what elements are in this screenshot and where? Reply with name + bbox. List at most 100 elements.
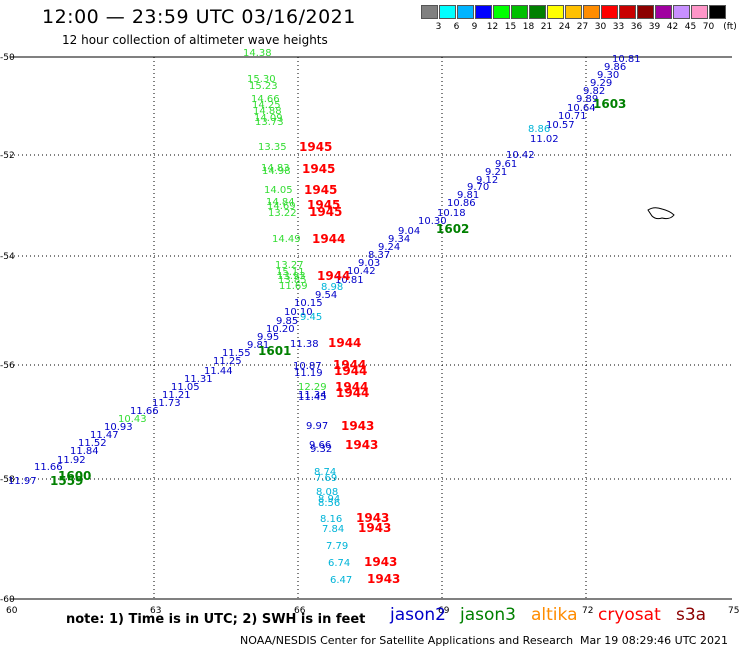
color-swatch bbox=[655, 5, 672, 19]
cryosat-time-label: 1943 bbox=[356, 511, 389, 525]
cryosat-time-label: 1943 bbox=[358, 521, 391, 535]
x-tick-label: 75 bbox=[728, 606, 739, 616]
wave-height-lightgreen: 15.30 bbox=[247, 74, 276, 85]
wave-height-jason2: 11.52 bbox=[78, 438, 107, 449]
wave-height-jason2: 10.10 bbox=[284, 307, 313, 318]
wave-height-cyan: 8.94 bbox=[318, 494, 340, 505]
color-scale-label: 70 bbox=[702, 22, 715, 32]
color-swatch bbox=[421, 5, 438, 19]
wave-height-lightgreen: 14.49 bbox=[272, 234, 301, 245]
color-scale-label: 18 bbox=[522, 22, 535, 32]
wave-height-jason2: 10.93 bbox=[104, 422, 133, 433]
wave-height-lightgreen: 12.29 bbox=[298, 382, 327, 393]
wave-height-cyan: 8.16 bbox=[320, 514, 342, 525]
wave-height-jason2: 9.81 bbox=[247, 340, 269, 351]
color-swatch bbox=[673, 5, 690, 19]
wave-height-lightgreen: 14.84 bbox=[266, 197, 295, 208]
wave-height-lightgreen: 14.05 bbox=[264, 185, 293, 196]
wave-height-jason2: 10.71 bbox=[558, 111, 587, 122]
wave-height-jason2: 11.97 bbox=[8, 476, 37, 487]
color-swatch bbox=[601, 5, 618, 19]
y-tick-label: -54 bbox=[0, 252, 15, 262]
wave-height-lightgreen: 14.98 bbox=[262, 166, 291, 177]
color-swatch bbox=[493, 5, 510, 19]
cryosat-time-label: 1945 bbox=[302, 162, 335, 176]
legend-note: note: 1) Time is in UTC; 2) SWH is in fe… bbox=[66, 612, 366, 627]
cryosat-time-label: 1943 bbox=[345, 438, 378, 452]
legend-item-jason3: jason3 bbox=[460, 605, 516, 625]
wave-height-cyan: 9.45 bbox=[300, 312, 322, 323]
cryosat-time-label: 1945 bbox=[307, 198, 340, 212]
wave-height-jason2: 10.30 bbox=[418, 216, 447, 227]
x-tick-label: 72 bbox=[582, 606, 593, 616]
wave-height-jason2: 9.61 bbox=[495, 159, 517, 170]
jason3-time-label: 1602 bbox=[436, 222, 469, 236]
wave-height-lightgreen: 13.35 bbox=[258, 142, 287, 153]
wave-height-jason2: 9.85 bbox=[276, 316, 298, 327]
page-title: 12:00 — 23:59 UTC 03/16/2021 bbox=[42, 6, 356, 28]
wave-height-cyan: 8.74 bbox=[314, 467, 336, 478]
cryosat-time-label: 1943 bbox=[364, 555, 397, 569]
wave-height-lightgreen: 11.69 bbox=[279, 281, 308, 292]
wave-height-jason2: 9.97 bbox=[306, 421, 328, 432]
color-swatch bbox=[439, 5, 456, 19]
color-scale-unit: (ft) bbox=[723, 22, 737, 32]
color-swatch bbox=[457, 5, 474, 19]
wave-height-jason2: 9.82 bbox=[583, 86, 605, 97]
color-swatch bbox=[619, 5, 636, 19]
jason3-time-label: 1600 bbox=[58, 469, 91, 483]
wave-height-jason2: 11.47 bbox=[90, 430, 119, 441]
wave-height-jason2: 10.42 bbox=[506, 150, 535, 161]
wave-height-jason2: 9.12 bbox=[476, 175, 498, 186]
cryosat-time-label: 1944 bbox=[336, 386, 369, 400]
wave-height-cyan: 7.84 bbox=[322, 524, 344, 535]
wave-height-jason2: 9.81 bbox=[457, 190, 479, 201]
wave-height-jason2: 9.66 bbox=[309, 440, 331, 451]
wave-height-lightgreen: 13.85 bbox=[278, 275, 307, 286]
wave-height-jason2: 9.21 bbox=[485, 167, 507, 178]
color-scale-label: 24 bbox=[558, 22, 571, 32]
cryosat-time-label: 1944 bbox=[334, 364, 367, 378]
y-tick-label: -60 bbox=[0, 595, 15, 605]
jason3-time-label: 1601 bbox=[258, 344, 291, 358]
wave-height-cyan: 8.98 bbox=[321, 282, 343, 293]
color-swatch bbox=[709, 5, 726, 19]
cryosat-time-label: 1944 bbox=[328, 336, 361, 350]
color-scale-label: 33 bbox=[612, 22, 625, 32]
color-scale-label: 6 bbox=[453, 22, 460, 32]
wave-height-jason2: 10.87 bbox=[293, 361, 322, 372]
color-swatch bbox=[547, 5, 564, 19]
wave-height-lightgreen: 14.09 bbox=[254, 113, 283, 124]
legend-item-s3a: s3a bbox=[676, 605, 707, 625]
wave-height-jason2: 11.44 bbox=[204, 366, 233, 377]
y-tick-label: -58 bbox=[0, 475, 15, 485]
wave-height-lightgreen: 13.93 bbox=[277, 271, 306, 282]
cryosat-time-label: 1945 bbox=[304, 183, 337, 197]
x-tick-label: 66 bbox=[294, 606, 306, 616]
jason3-time-label: 1603 bbox=[593, 97, 626, 111]
wave-height-lightgreen: 13.22 bbox=[268, 208, 297, 219]
wave-height-jason2: 9.04 bbox=[398, 226, 420, 237]
wave-height-jason2: 11.31 bbox=[184, 374, 213, 385]
wave-height-jason2: 11.66 bbox=[130, 406, 159, 417]
wave-height-jason2: 11.73 bbox=[152, 398, 181, 409]
wave-height-lightgreen: 14.88 bbox=[253, 106, 282, 117]
color-scale-label: 42 bbox=[666, 22, 679, 32]
wave-height-lightgreen: 14.25 bbox=[252, 100, 281, 111]
wave-height-lightgreen: 10.43 bbox=[118, 414, 147, 425]
wave-height-jason2: 10.42 bbox=[347, 266, 376, 277]
footer-timestamp: Mar 19 08:29:46 UTC 2021 bbox=[580, 634, 728, 647]
wave-height-lightgreen: 14.69 bbox=[267, 201, 296, 212]
cryosat-time-label: 1945 bbox=[309, 205, 342, 219]
wave-height-jason2: 11.92 bbox=[57, 455, 86, 466]
y-tick-label: -50 bbox=[0, 53, 15, 63]
wave-height-jason2: 11.25 bbox=[213, 356, 242, 367]
wave-height-jason2: 9.32 bbox=[310, 444, 332, 455]
footer-source: NOAA/NESDIS Center for Satellite Applica… bbox=[240, 634, 574, 647]
color-swatch bbox=[565, 5, 582, 19]
y-tick-label: -52 bbox=[0, 151, 15, 161]
wave-height-jason2: 10.81 bbox=[612, 54, 641, 65]
color-swatch bbox=[475, 5, 492, 19]
wave-height-cyan: 7.79 bbox=[326, 541, 348, 552]
color-swatch bbox=[691, 5, 708, 19]
